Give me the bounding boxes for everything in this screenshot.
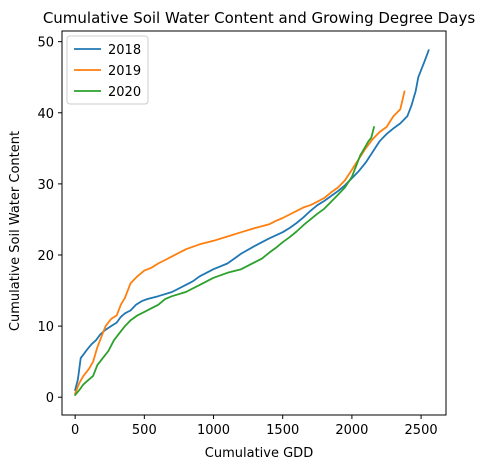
- series-line-2019: [74, 90, 406, 395]
- series-line-2018: [74, 49, 430, 392]
- x-tick-label: 1500: [266, 423, 299, 438]
- chart-title: Cumulative Soil Water Content and Growin…: [43, 9, 476, 27]
- legend: 2018 2019 2020: [66, 35, 149, 105]
- legend-frame: [66, 35, 149, 105]
- y-tick-label: 30: [37, 178, 54, 193]
- series-line-2020: [74, 126, 375, 397]
- x-tick-label: 1000: [197, 423, 230, 438]
- x-tick-label: 0: [71, 423, 79, 438]
- y-tick-label: 50: [37, 36, 54, 51]
- y-tick-label: 20: [37, 249, 54, 264]
- legend-label-2019: 2019: [108, 64, 141, 79]
- x-tick-label: 2500: [405, 423, 438, 438]
- x-axis-label: Cumulative GDD: [205, 446, 313, 461]
- y-axis-ticks: 0 10 20 30 40 50: [37, 36, 62, 406]
- y-axis-label: Cumulative Soil Water Content: [8, 131, 23, 331]
- plot-series: [74, 49, 430, 397]
- y-tick-label: 10: [37, 320, 54, 335]
- x-tick-label: 2000: [335, 423, 368, 438]
- legend-label-2020: 2020: [108, 85, 141, 100]
- y-tick-label: 40: [37, 107, 54, 122]
- legend-label-2018: 2018: [108, 43, 141, 58]
- x-tick-label: 500: [132, 423, 157, 438]
- y-tick-label: 0: [46, 391, 54, 406]
- x-axis-ticks: 0 500 1000 1500 2000 2500: [71, 415, 438, 438]
- plot-frame: [61, 30, 447, 416]
